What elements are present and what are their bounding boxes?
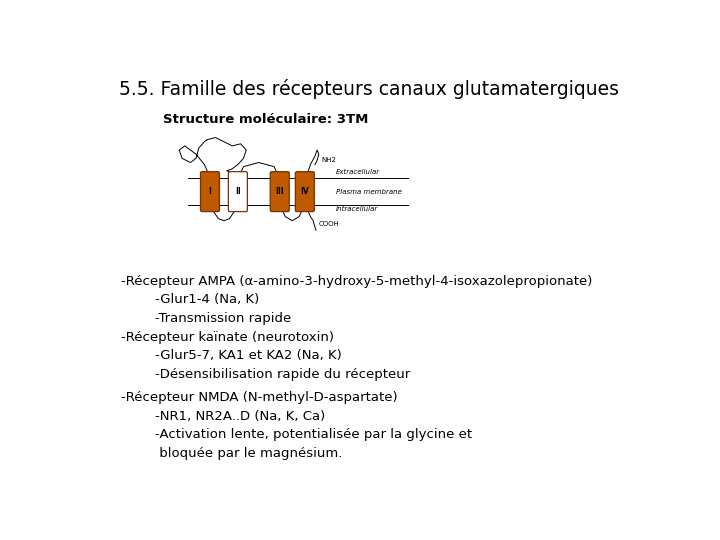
Text: III: III xyxy=(276,187,284,196)
Text: Extracellular: Extracellular xyxy=(336,169,379,175)
Text: -Récepteur AMPA (α-amino-3-hydroxy-5-methyl-4-isoxazolepropionate)
        -Glur: -Récepteur AMPA (α-amino-3-hydroxy-5-met… xyxy=(121,275,592,325)
Text: -Récepteur kaïnate (neurotoxin)
        -Glur5-7, KA1 et KA2 (Na, K)
        -Dé: -Récepteur kaïnate (neurotoxin) -Glur5-7… xyxy=(121,331,410,381)
Text: Intracellular: Intracellular xyxy=(336,206,378,213)
FancyBboxPatch shape xyxy=(270,172,289,212)
Text: 5.5. Famille des récepteurs canaux glutamatergiques: 5.5. Famille des récepteurs canaux gluta… xyxy=(119,79,619,99)
Text: Structure moléculaire: 3TM: Structure moléculaire: 3TM xyxy=(163,113,368,126)
FancyBboxPatch shape xyxy=(295,172,315,212)
Text: Plasma membrane: Plasma membrane xyxy=(336,188,401,194)
Text: COOH: COOH xyxy=(319,221,340,227)
Text: IV: IV xyxy=(300,187,309,196)
FancyBboxPatch shape xyxy=(228,172,248,212)
Text: II: II xyxy=(235,187,240,196)
Text: -Récepteur NMDA (N-methyl-D-aspartate)
        -NR1, NR2A..D (Na, K, Ca)
       : -Récepteur NMDA (N-methyl-D-aspartate) -… xyxy=(121,391,472,460)
Text: I: I xyxy=(209,187,212,196)
FancyBboxPatch shape xyxy=(200,172,220,212)
Text: NH2: NH2 xyxy=(322,157,336,163)
